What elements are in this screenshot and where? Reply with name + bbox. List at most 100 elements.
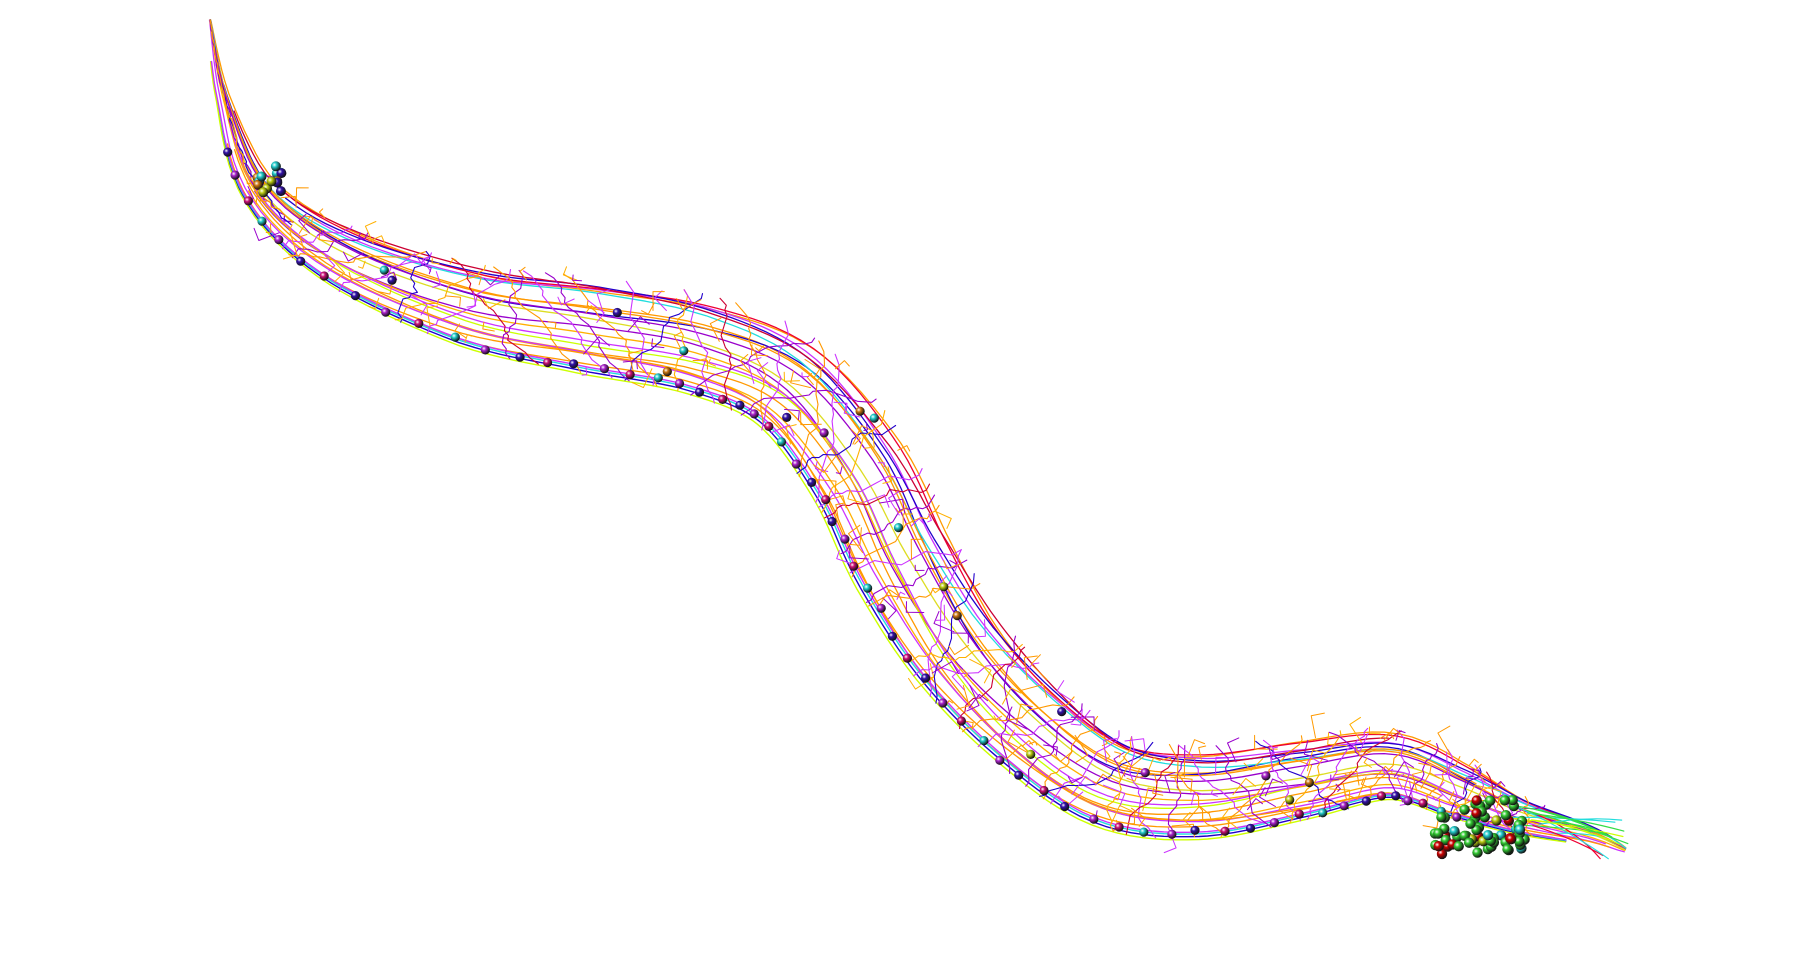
neurite-branch xyxy=(833,401,848,412)
neurite-branch xyxy=(317,230,327,236)
neurite-branch xyxy=(1462,777,1477,795)
soma-sphere xyxy=(274,235,284,245)
soma-sphere xyxy=(694,387,705,397)
soma-sphere xyxy=(776,437,787,447)
commissure xyxy=(625,280,655,386)
neurite-branch xyxy=(1492,781,1506,790)
soma-sphere xyxy=(1433,841,1444,852)
neurite-branch xyxy=(562,266,578,281)
neurite-branch xyxy=(783,371,800,382)
neurite-branch xyxy=(813,455,837,473)
soma-sphere xyxy=(952,611,962,621)
neurite-branch xyxy=(1383,727,1401,741)
commissure xyxy=(851,504,940,578)
neurite-branch xyxy=(420,264,432,275)
commissure xyxy=(1000,635,1017,774)
commissure xyxy=(291,232,369,259)
neurite-branch xyxy=(1102,784,1126,807)
soma-sphere xyxy=(1391,791,1401,801)
neurite-branch xyxy=(750,344,769,357)
neurite-branch xyxy=(1208,810,1214,821)
neurite-branch xyxy=(962,669,968,678)
neurite-branch xyxy=(848,524,864,554)
neurite-branch xyxy=(358,232,366,241)
neurite-branch xyxy=(1412,771,1424,792)
soma-sphere xyxy=(1449,826,1460,837)
axon-fiber xyxy=(210,19,1627,849)
neurite-branch xyxy=(423,256,432,272)
neurite-branch xyxy=(1113,793,1121,801)
neurite-branch xyxy=(676,298,702,311)
commissure xyxy=(338,252,432,293)
neurite-branch xyxy=(938,575,953,597)
neurite-branch xyxy=(1114,751,1121,758)
commissure xyxy=(977,709,1091,748)
soma-sphere xyxy=(1294,809,1304,819)
soma-sphere xyxy=(414,318,424,328)
axon-fiber xyxy=(233,149,1443,815)
commissure xyxy=(281,225,353,250)
soma-sphere xyxy=(827,516,837,527)
neurite-branch xyxy=(902,513,914,531)
commissure xyxy=(1050,730,1120,805)
neurite-branch xyxy=(927,513,932,523)
soma-sphere xyxy=(893,523,904,533)
neurite-branch xyxy=(596,289,611,315)
neurite-branch xyxy=(1333,770,1360,786)
neurite-branch xyxy=(1182,811,1196,832)
neurite-branch xyxy=(785,424,797,445)
neurite-branch xyxy=(1437,781,1450,801)
neurite-branch xyxy=(426,305,439,327)
tail-fiber xyxy=(1523,824,1605,834)
neurite-branch xyxy=(1109,765,1129,783)
commissure xyxy=(1042,715,1099,800)
soma-sphere xyxy=(1471,795,1482,806)
neurite-branch xyxy=(806,373,814,386)
commissure xyxy=(719,297,732,411)
neurite-branch xyxy=(815,479,837,494)
soma-sphere xyxy=(749,409,759,419)
neurite-branch xyxy=(948,644,969,656)
axon-fiber xyxy=(215,49,1477,785)
neurite-branch xyxy=(454,323,467,339)
soma-sphere xyxy=(662,367,672,377)
tail-fiber xyxy=(1538,814,1601,860)
soma-sphere xyxy=(266,176,277,187)
soma-sphere xyxy=(256,171,267,182)
commissure xyxy=(740,389,877,416)
soma-sphere xyxy=(764,421,774,431)
neurite-branch xyxy=(1335,783,1341,792)
soma-sphere xyxy=(869,413,879,423)
commissure xyxy=(927,549,962,698)
neurite-branch xyxy=(302,215,314,224)
neurite-branch xyxy=(1187,739,1206,757)
commissure xyxy=(522,270,613,379)
neurite-branch xyxy=(863,423,868,431)
neurite-branch xyxy=(1016,703,1033,724)
axon-fiber xyxy=(209,19,1627,849)
neurite-branch xyxy=(1071,776,1097,795)
neurite-branch xyxy=(641,302,655,315)
neurite-branch xyxy=(1306,749,1326,772)
neurite-branch xyxy=(1330,774,1340,781)
soma-sphere xyxy=(319,271,329,281)
neurite-branch xyxy=(1164,772,1176,793)
neurite-branch xyxy=(288,224,299,236)
neurite-branch xyxy=(1142,787,1163,812)
soma-sphere xyxy=(1057,707,1067,717)
ventral-nerve-fiber xyxy=(210,61,1567,841)
soma-sphere xyxy=(612,307,622,318)
neurite-branch xyxy=(631,368,653,389)
neurite-branch xyxy=(1021,684,1048,698)
neurite-branch xyxy=(380,271,398,281)
neurite-branch xyxy=(739,354,752,374)
neurite-branch xyxy=(1399,780,1414,806)
neurite-branch xyxy=(343,251,364,262)
neurite-branch xyxy=(1227,737,1240,763)
neurite-branch xyxy=(1053,750,1073,762)
soma-sphere xyxy=(718,394,728,404)
neurite-branch xyxy=(993,715,1003,720)
soma-sphere xyxy=(1140,768,1150,778)
axon-fiber xyxy=(209,19,1626,852)
